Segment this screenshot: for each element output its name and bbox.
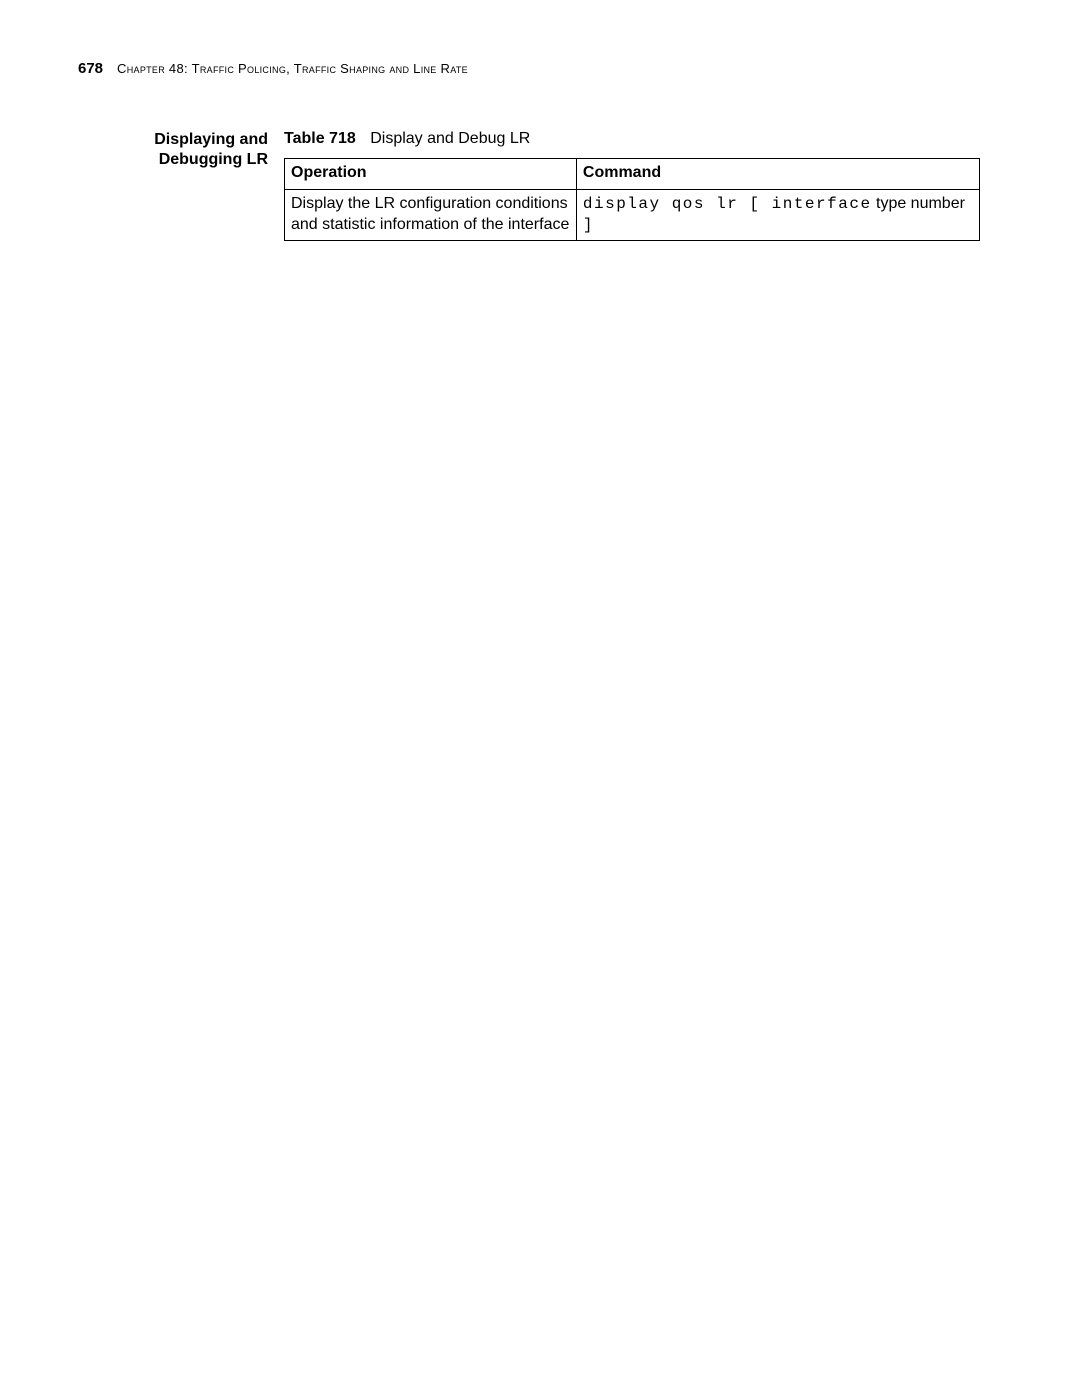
- table-caption: Table 718 Display and Debug LR: [284, 130, 980, 148]
- page-number: 678: [78, 60, 103, 77]
- cell-operation: Display the LR configuration conditions …: [285, 189, 577, 241]
- chapter-header: Chapter 48: Traffic Policing, Traffic Sh…: [117, 61, 468, 76]
- section-title-line2: Debugging LR: [159, 151, 268, 168]
- section-title-line1: Displaying and: [154, 131, 268, 148]
- page: 678 Chapter 48: Traffic Policing, Traffi…: [0, 0, 1080, 1397]
- command-keyword: display qos lr: [583, 195, 750, 213]
- table-caption-text: Display and Debug LR: [370, 130, 530, 147]
- chapter-title: Traffic Policing, Traffic Shaping and Li…: [192, 61, 468, 76]
- command-keyword: interface: [772, 195, 872, 213]
- cell-command: display qos lr [ interface type number ]: [576, 189, 979, 241]
- running-header: 678 Chapter 48: Traffic Policing, Traffi…: [78, 60, 468, 77]
- col-header-command: Command: [576, 159, 979, 190]
- command-bracket: ]: [583, 216, 594, 234]
- table-caption-label: Table 718: [284, 130, 356, 147]
- command-argument: type number: [872, 195, 965, 212]
- col-header-operation: Operation: [285, 159, 577, 190]
- table-header-row: Operation Command: [285, 159, 980, 190]
- main-column: Table 718 Display and Debug LR Operation…: [284, 130, 980, 241]
- command-bracket: [: [749, 195, 771, 213]
- section-title: Displaying and Debugging LR: [148, 130, 268, 170]
- content-row: Displaying and Debugging LR Table 718 Di…: [148, 130, 980, 241]
- chapter-label: Chapter 48:: [117, 61, 188, 76]
- table-row: Display the LR configuration conditions …: [285, 189, 980, 241]
- lr-table: Operation Command Display the LR configu…: [284, 158, 980, 241]
